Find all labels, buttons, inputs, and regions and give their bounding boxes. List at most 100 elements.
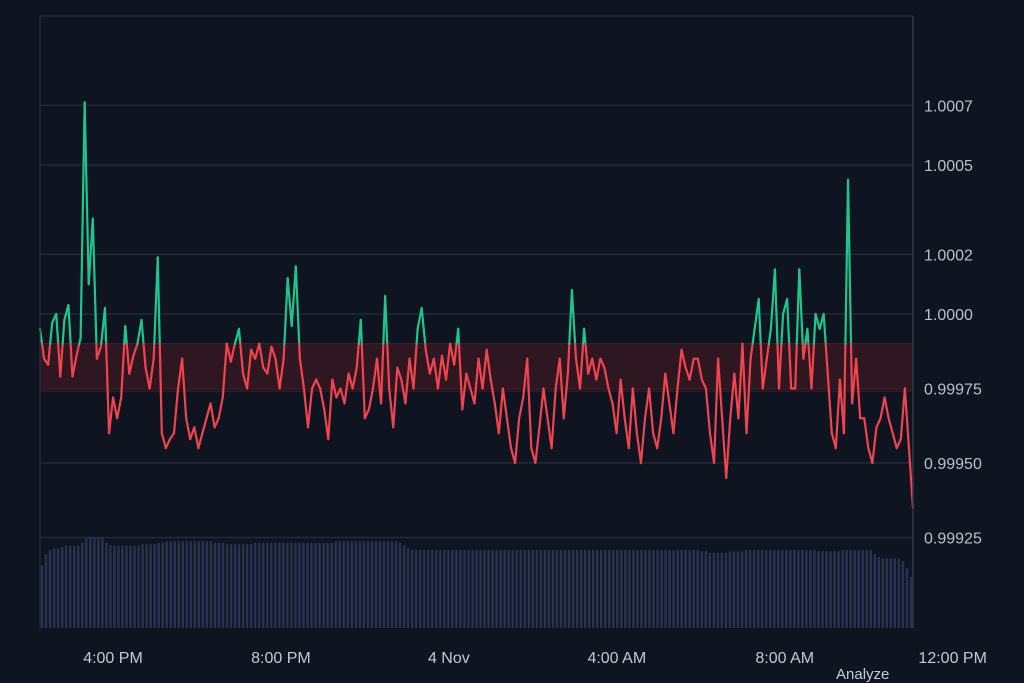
price-segment xyxy=(424,348,431,375)
x-tick-label: 4:00 PM xyxy=(83,650,143,667)
price-segment xyxy=(501,387,509,420)
price-segment xyxy=(903,387,911,450)
price-segment xyxy=(355,342,360,369)
price-segment xyxy=(237,327,242,345)
price-segment xyxy=(802,342,807,360)
price-segment xyxy=(631,387,638,435)
price-segment xyxy=(741,342,748,435)
price-segment xyxy=(627,387,634,450)
price-segment xyxy=(696,357,703,381)
price-segment xyxy=(392,366,399,429)
price-segment xyxy=(274,357,281,390)
price-segment xyxy=(806,327,810,345)
price-segment xyxy=(457,342,464,411)
price-segment xyxy=(794,342,798,390)
price-segment xyxy=(124,324,128,345)
price-segment xyxy=(386,342,391,390)
y-tick-label: 1.0000 xyxy=(924,307,973,324)
price-segment xyxy=(583,327,587,345)
price-segment xyxy=(639,417,647,465)
price-segment xyxy=(850,357,858,405)
price-segment xyxy=(603,366,610,390)
price-segment xyxy=(125,342,131,375)
price-segment xyxy=(239,342,245,375)
price-segment xyxy=(773,268,779,345)
x-tick-label: 8:00 PM xyxy=(251,650,311,667)
price-segment xyxy=(712,357,720,465)
price-segment xyxy=(95,345,103,360)
price-segment xyxy=(595,357,602,381)
price-segment xyxy=(270,345,277,360)
price-segment xyxy=(359,318,363,345)
price-segment xyxy=(899,387,906,441)
price-segment xyxy=(103,306,108,345)
price-segment xyxy=(363,408,370,420)
price-segment xyxy=(513,417,521,465)
price-segment xyxy=(404,357,411,405)
price-segment xyxy=(221,342,228,399)
price-segment xyxy=(749,342,754,360)
price-segment xyxy=(142,342,147,369)
price-segment xyxy=(49,321,54,345)
x-tick-label: 4 Nov xyxy=(428,650,470,667)
price-segment xyxy=(164,438,172,450)
price-segment xyxy=(505,417,513,450)
price-segment xyxy=(672,387,679,435)
price-segment xyxy=(148,357,155,390)
price-segment xyxy=(688,357,695,381)
y-axis-labels: 1.0007 1.0005 1.0002 1.0000 0.99975 0.99950 0.… xyxy=(924,98,982,547)
price-segment xyxy=(286,277,293,328)
price-segment xyxy=(290,265,297,328)
price-segment xyxy=(668,402,675,435)
price-segment xyxy=(745,357,752,435)
y-tick-label: 1.0005 xyxy=(924,158,973,175)
price-segment xyxy=(40,342,46,360)
price-segment xyxy=(47,342,52,366)
price-segment xyxy=(497,387,504,435)
price-segment xyxy=(534,426,541,465)
price-segment xyxy=(282,342,286,360)
price-segment xyxy=(822,312,827,345)
price-segment xyxy=(415,327,419,345)
price-segment xyxy=(607,387,614,405)
price-segment xyxy=(319,387,326,411)
price-segment xyxy=(432,357,440,390)
price-segment xyxy=(158,342,163,435)
price-segment xyxy=(193,426,200,450)
price-segment xyxy=(814,312,821,330)
price-segment xyxy=(716,357,724,420)
price-segment xyxy=(879,396,886,420)
price-segment xyxy=(384,295,389,345)
price-segment xyxy=(107,396,115,435)
price-segment xyxy=(704,387,712,435)
analyze-link[interactable]: Analyze xyxy=(836,666,890,683)
price-segment xyxy=(875,417,882,429)
price-segment xyxy=(128,354,135,375)
price-segment xyxy=(635,432,643,465)
price-segment xyxy=(351,366,358,390)
price-segment xyxy=(737,342,744,420)
price-segment xyxy=(570,289,577,345)
price-segment xyxy=(420,306,427,345)
price-segment xyxy=(343,372,350,405)
price-segment xyxy=(759,342,764,390)
price-segment xyxy=(298,342,301,360)
price-segment xyxy=(465,372,472,390)
price-segment xyxy=(481,348,488,390)
price-segment xyxy=(518,396,525,420)
price-segment xyxy=(294,265,301,345)
price-segment xyxy=(75,342,81,357)
price-segment xyxy=(786,298,791,345)
price-segment xyxy=(751,327,756,345)
price-segment xyxy=(615,378,622,435)
x-tick-label: 12:00 PM xyxy=(918,650,986,667)
price-segment xyxy=(347,372,354,390)
price-segment xyxy=(647,387,655,435)
price-segment xyxy=(855,357,862,420)
price-segment xyxy=(895,438,902,450)
price-segment xyxy=(209,402,216,429)
price-segment xyxy=(160,432,167,450)
price-segment xyxy=(780,312,785,345)
price-segment xyxy=(144,366,151,390)
